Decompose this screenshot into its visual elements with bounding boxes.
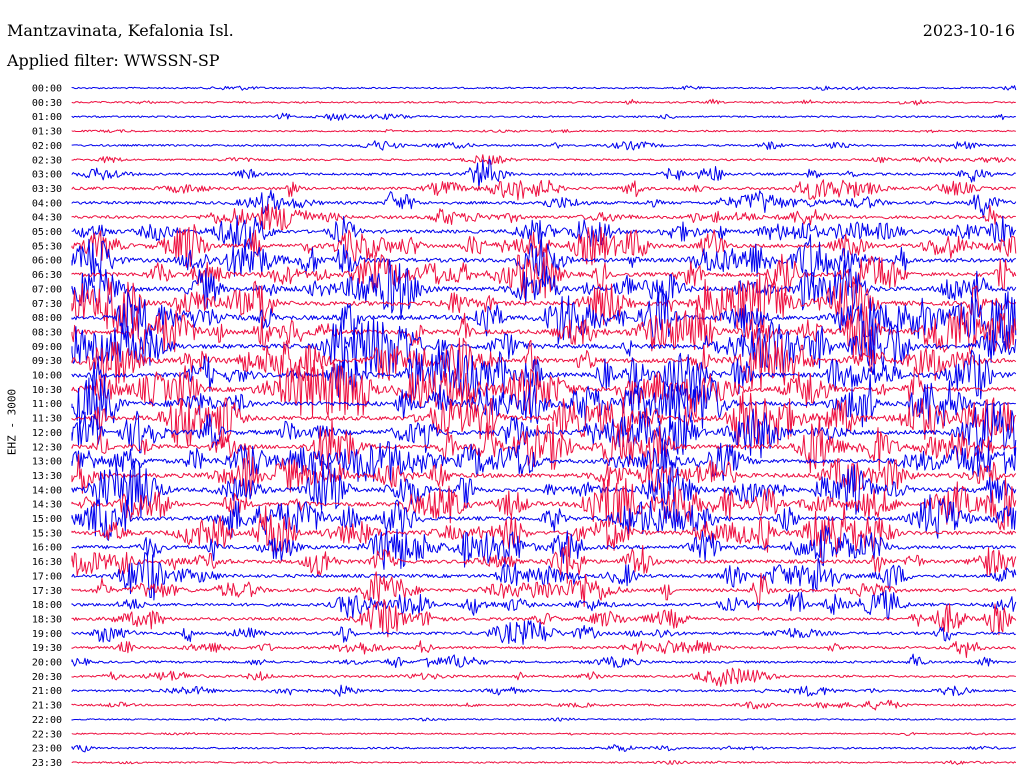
trace-2030: [71, 667, 1016, 687]
row-label-0900: 09:00: [32, 342, 62, 353]
trace-2000: [71, 653, 1017, 668]
trace-0530: [71, 224, 1017, 268]
trace-0200: [71, 140, 1017, 151]
trace-1500: [71, 494, 1017, 541]
row-label-1000: 10:00: [32, 371, 62, 382]
trace-1630: [71, 536, 1017, 584]
row-label-1330: 13:30: [32, 471, 62, 482]
trace-1230: [71, 416, 1017, 474]
trace-0030: [71, 98, 1016, 106]
row-label-1130: 11:30: [32, 414, 62, 425]
row-label-2000: 20:00: [32, 658, 62, 669]
trace-0130: [71, 129, 1016, 134]
row-label-1430: 14:30: [32, 500, 62, 511]
trace-1100: [71, 374, 1016, 432]
trace-1200: [71, 403, 1017, 462]
trace-1900: [71, 620, 1016, 645]
row-label-0130: 01:30: [32, 127, 62, 138]
row-label-2030: 20:30: [32, 672, 62, 683]
row-label-0330: 03:30: [32, 184, 62, 195]
row-label-0100: 01:00: [32, 112, 62, 123]
row-label-1930: 19:30: [32, 643, 62, 654]
trace-1530: [71, 503, 1017, 558]
row-label-0800: 08:00: [32, 313, 62, 324]
row-label-0600: 06:00: [32, 256, 62, 267]
trace-2130: [71, 699, 1016, 711]
row-label-0400: 04:00: [32, 198, 62, 209]
row-label-2300: 23:00: [32, 744, 62, 755]
trace-1730: [71, 571, 1017, 611]
trace-0900: [71, 318, 1017, 376]
row-label-0030: 00:30: [32, 98, 62, 109]
trace-0800: [71, 289, 1017, 348]
trace-2330: [71, 760, 1017, 766]
trace-0400: [71, 189, 1017, 219]
station-name: Mantzavinata, Kefalonia Isl.: [7, 21, 234, 40]
row-label-1630: 16:30: [32, 557, 62, 568]
row-label-2200: 22:00: [32, 715, 62, 726]
row-label-1500: 15:00: [32, 514, 62, 525]
row-label-0500: 05:00: [32, 227, 62, 238]
row-label-0830: 08:30: [32, 327, 62, 338]
trace-1830: [71, 599, 1017, 638]
trace-1030: [71, 359, 1017, 418]
row-label-1030: 10:30: [32, 385, 62, 396]
row-label-0300: 03:00: [32, 170, 62, 181]
trace-1130: [71, 391, 1017, 448]
trace-0230: [71, 154, 1017, 165]
row-label-1100: 11:00: [32, 399, 62, 410]
trace-0430: [71, 203, 1016, 231]
trace-1600: [71, 525, 1017, 570]
row-label-1700: 17:00: [32, 571, 62, 582]
row-label-2100: 21:00: [32, 686, 62, 697]
row-label-1230: 12:30: [32, 442, 62, 453]
row-label-0530: 05:30: [32, 241, 62, 252]
trace-0100: [71, 112, 1016, 121]
trace-1430: [71, 477, 1017, 531]
row-label-0230: 02:30: [32, 155, 62, 166]
trace-0930: [71, 337, 1017, 390]
trace-1300: [71, 438, 1017, 483]
trace-0500: [71, 215, 1017, 250]
filter-label: Applied filter: WWSSN-SP: [7, 51, 220, 70]
row-label-1300: 13:00: [32, 457, 62, 468]
row-label-1830: 18:30: [32, 614, 62, 625]
trace-0700: [71, 258, 1017, 318]
trace-0830: [71, 305, 1017, 361]
trace-1800: [71, 589, 1017, 620]
row-label-1400: 14:00: [32, 485, 62, 496]
row-label-0000: 00:00: [32, 84, 62, 95]
row-label-0930: 09:30: [32, 356, 62, 367]
trace-2200: [71, 717, 1016, 722]
row-label-0430: 04:30: [32, 213, 62, 224]
row-label-2130: 21:30: [32, 701, 62, 712]
trace-1330: [71, 445, 1017, 502]
trace-2100: [71, 684, 1016, 697]
row-label-1530: 15:30: [32, 528, 62, 539]
row-label-1800: 18:00: [32, 600, 62, 611]
row-label-0730: 07:30: [32, 299, 62, 310]
trace-0000: [71, 85, 1017, 91]
row-label-0630: 06:30: [32, 270, 62, 281]
record-date: 2023-10-16: [922, 21, 1015, 40]
trace-0300: [71, 158, 1016, 190]
trace-0600: [71, 232, 1016, 288]
row-label-2230: 22:30: [32, 729, 62, 740]
trace-2300: [71, 744, 1016, 753]
row-label-1730: 17:30: [32, 586, 62, 597]
row-label-1600: 16:00: [32, 543, 62, 554]
row-label-1200: 12:00: [32, 428, 62, 439]
row-label-1900: 19:00: [32, 629, 62, 640]
row-label-0700: 07:00: [32, 284, 62, 295]
trace-1930: [71, 640, 1016, 658]
trace-1400: [71, 460, 1017, 518]
row-label-0200: 02:00: [32, 141, 62, 152]
trace-0330: [71, 179, 1017, 201]
trace-2230: [71, 732, 1016, 736]
row-label-2330: 23:30: [32, 758, 62, 769]
trace-1000: [71, 345, 1017, 400]
trace-1700: [71, 552, 1017, 601]
